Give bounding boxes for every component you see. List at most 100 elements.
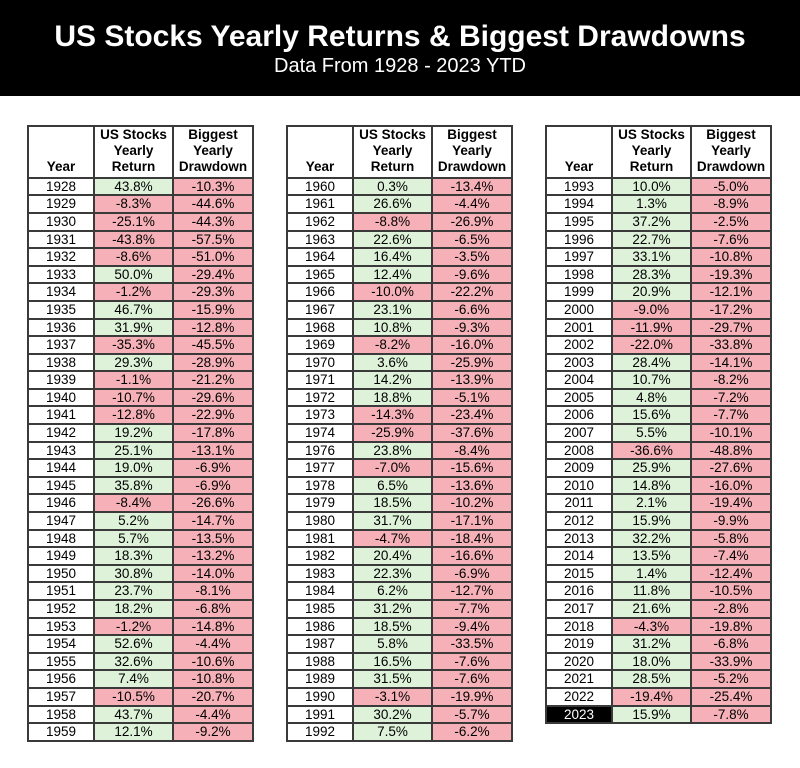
year-cell: 1946 <box>27 493 95 514</box>
drawdown-cell: -13.9% <box>431 370 513 390</box>
year-cell: 1964 <box>286 247 354 267</box>
table-row: 1939 -1.1% -21.2% <box>27 370 254 390</box>
returns-table-1928-1959: Year US Stocks Yearly Return Biggest Yea… <box>27 125 254 742</box>
year-column-header: Year <box>27 125 95 179</box>
return-cell: -4.7% <box>352 528 433 549</box>
return-cell: 33.1% <box>611 247 692 267</box>
return-cell: 18.5% <box>352 616 433 637</box>
drawdown-cell: -14.7% <box>172 511 254 531</box>
table-row: 1950 30.8% -14.0% <box>27 563 254 584</box>
year-cell: 1957 <box>27 687 95 707</box>
year-cell: 2010 <box>545 475 613 496</box>
drawdown-cell: -19.4% <box>690 493 772 514</box>
return-cell: 15.6% <box>611 405 692 426</box>
table-row: 1953 -1.2% -14.8% <box>27 616 254 637</box>
returns-table-1960-1992: Year US Stocks Yearly Return Biggest Yea… <box>286 125 513 742</box>
drawdown-cell: -16.6% <box>431 546 513 566</box>
table-header-row: Year US Stocks Yearly Return Biggest Yea… <box>27 125 254 179</box>
year-cell: 1967 <box>286 299 354 320</box>
return-cell: 30.8% <box>93 563 174 584</box>
table-row: 2009 25.9% -27.6% <box>545 458 772 478</box>
return-cell: 52.6% <box>93 634 174 654</box>
table-row: 1980 31.7% -17.1% <box>286 511 513 531</box>
year-cell: 2019 <box>545 634 613 654</box>
year-cell: 2016 <box>545 581 613 601</box>
year-cell: 2003 <box>545 352 613 373</box>
year-cell: 2008 <box>545 440 613 461</box>
table-row: 1946 -8.4% -26.6% <box>27 493 254 514</box>
drawdown-column-header: Biggest Yearly Drawdown <box>172 125 254 179</box>
return-cell: -11.9% <box>611 317 692 338</box>
table-row: 1997 33.1% -10.8% <box>545 247 772 267</box>
return-cell: 18.5% <box>352 493 433 514</box>
table-row: 1989 31.5% -7.6% <box>286 669 513 689</box>
year-cell: 2001 <box>545 317 613 338</box>
year-cell: 1940 <box>27 387 95 408</box>
year-cell: 1985 <box>286 599 354 619</box>
table-row: 1967 23.1% -6.6% <box>286 299 513 320</box>
return-cell: 18.8% <box>352 387 433 408</box>
return-cell: 29.3% <box>93 352 174 373</box>
return-cell: -36.6% <box>611 440 692 461</box>
drawdown-cell: -22.9% <box>172 405 254 426</box>
return-cell: -10.0% <box>352 282 433 302</box>
return-cell: 46.7% <box>93 299 174 320</box>
table-row: 2022 -19.4% -25.4% <box>545 687 772 707</box>
drawdown-cell: -7.6% <box>690 229 772 250</box>
table-row: 1943 25.1% -13.1% <box>27 440 254 461</box>
return-cell: 14.2% <box>352 370 433 390</box>
return-cell: 0.3% <box>352 176 433 197</box>
drawdown-cell: -5.8% <box>690 528 772 549</box>
return-cell: 31.2% <box>611 634 692 654</box>
return-cell: 18.2% <box>93 599 174 619</box>
drawdown-cell: -4.4% <box>431 194 513 214</box>
year-cell: 1938 <box>27 352 95 373</box>
drawdown-cell: -16.0% <box>431 335 513 355</box>
drawdown-cell: -4.4% <box>172 704 254 725</box>
table-header-row: Year US Stocks Yearly Return Biggest Yea… <box>286 125 513 179</box>
table-row: 1955 32.6% -10.6% <box>27 651 254 672</box>
return-column-header: US Stocks Yearly Return <box>611 125 692 179</box>
year-cell: 1971 <box>286 370 354 390</box>
return-cell: 28.4% <box>611 352 692 373</box>
drawdown-cell: -6.8% <box>172 599 254 619</box>
return-cell: -8.3% <box>93 194 174 214</box>
year-cell: 1955 <box>27 651 95 672</box>
tables-container: Year US Stocks Yearly Return Biggest Yea… <box>0 125 800 742</box>
drawdown-cell: -20.7% <box>172 687 254 707</box>
year-cell: 1936 <box>27 317 95 338</box>
drawdown-cell: -14.0% <box>172 563 254 584</box>
return-cell: -10.7% <box>93 387 174 408</box>
table-row: 1991 30.2% -5.7% <box>286 704 513 725</box>
table-row: 1949 18.3% -13.2% <box>27 546 254 566</box>
table-row: 1937 -35.3% -45.5% <box>27 335 254 355</box>
year-cell: 1973 <box>286 405 354 426</box>
table-row: 1971 14.2% -13.9% <box>286 370 513 390</box>
return-cell: -1.1% <box>93 370 174 390</box>
drawdown-cell: -10.3% <box>172 176 254 197</box>
year-cell: 2007 <box>545 423 613 443</box>
return-cell: -22.0% <box>611 335 692 355</box>
year-cell: 1999 <box>545 282 613 302</box>
year-cell: 1969 <box>286 335 354 355</box>
year-cell: 1974 <box>286 423 354 443</box>
year-cell: 1930 <box>27 211 95 232</box>
return-cell: 26.6% <box>352 194 433 214</box>
year-cell: 1968 <box>286 317 354 338</box>
year-column-header: Year <box>545 125 613 179</box>
drawdown-cell: -18.4% <box>431 528 513 549</box>
year-cell: 1981 <box>286 528 354 549</box>
drawdown-cell: -27.6% <box>690 458 772 478</box>
return-cell: 10.7% <box>611 370 692 390</box>
drawdown-cell: -2.5% <box>690 211 772 232</box>
drawdown-cell: -7.7% <box>690 405 772 426</box>
table-row: 1951 23.7% -8.1% <box>27 581 254 601</box>
drawdown-cell: -9.6% <box>431 264 513 285</box>
table-row: 1982 20.4% -16.6% <box>286 546 513 566</box>
return-cell: 31.9% <box>93 317 174 338</box>
drawdown-cell: -17.2% <box>690 299 772 320</box>
year-cell: 1995 <box>545 211 613 232</box>
drawdown-cell: -10.1% <box>690 423 772 443</box>
returns-table-1993-2023: Year US Stocks Yearly Return Biggest Yea… <box>545 125 772 725</box>
table-row: 2005 4.8% -7.2% <box>545 387 772 408</box>
